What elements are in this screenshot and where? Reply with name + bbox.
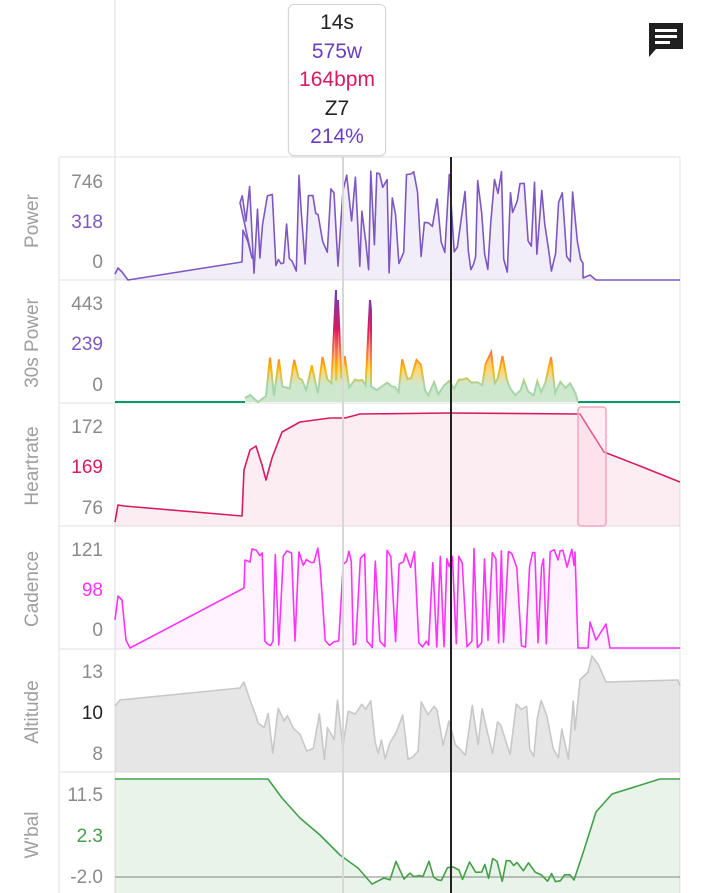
tick-label-hr: 172 (71, 417, 103, 438)
power30-zone-fill (245, 290, 578, 402)
tick-label-power: 318 (71, 212, 103, 233)
tooltip-zone: Z7 (324, 96, 350, 120)
tick-label-power: 746 (71, 172, 103, 193)
heartrate-series-line (114, 412, 681, 523)
tooltip-power: 575w (311, 39, 363, 63)
tick-label-altitude: 10 (82, 703, 103, 724)
tick-label-wbal: 2.3 (77, 826, 103, 847)
tick-label-altitude: 13 (82, 662, 103, 683)
comment-button[interactable] (646, 20, 686, 60)
heartrate-series-area (115, 413, 680, 526)
tick-label-power30: 239 (71, 334, 103, 355)
altitude-series-line (114, 655, 681, 761)
tooltip-percent: 214% (310, 125, 364, 148)
tooltip-time: 14s (320, 11, 354, 34)
cadence-series-area (115, 548, 680, 649)
wbal-series-area (115, 779, 680, 893)
axis-title-cadence: Cadence (22, 551, 43, 627)
tick-label-cadence: 98 (82, 580, 103, 601)
tick-label-hr: 76 (82, 498, 103, 519)
altitude-series-area (115, 656, 680, 772)
axis-title-power: Power (22, 193, 43, 248)
tick-label-cadence: 121 (71, 540, 103, 561)
wbal-series-line (115, 778, 680, 885)
tick-label-power: 0 (92, 252, 103, 273)
axis-title-altitude: Altitude (22, 680, 43, 743)
comment-icon (649, 23, 683, 57)
hover-tooltip: 14s 575w 164bpm Z7 214% (288, 4, 386, 156)
axis-title-hr: Heartrate (22, 426, 43, 505)
power-series-line (114, 170, 680, 281)
tick-label-power30: 0 (92, 375, 103, 396)
tick-label-wbal: 11.5 (67, 785, 103, 806)
axis-title-wbal: W'bal (22, 812, 43, 859)
power-series-area (115, 171, 680, 280)
tooltip-heartrate: 164bpm (299, 68, 375, 91)
selection-box[interactable] (577, 406, 607, 527)
power30-line (244, 289, 579, 404)
tick-label-hr: 169 (71, 457, 103, 478)
tick-label-altitude: 8 (92, 744, 103, 765)
axis-title-power30: 30s Power (22, 297, 43, 387)
tick-label-power30: 443 (71, 294, 103, 315)
tick-label-wbal: -2.0 (70, 867, 103, 888)
cadence-series-line (114, 547, 680, 649)
tick-label-cadence: 0 (92, 620, 103, 641)
